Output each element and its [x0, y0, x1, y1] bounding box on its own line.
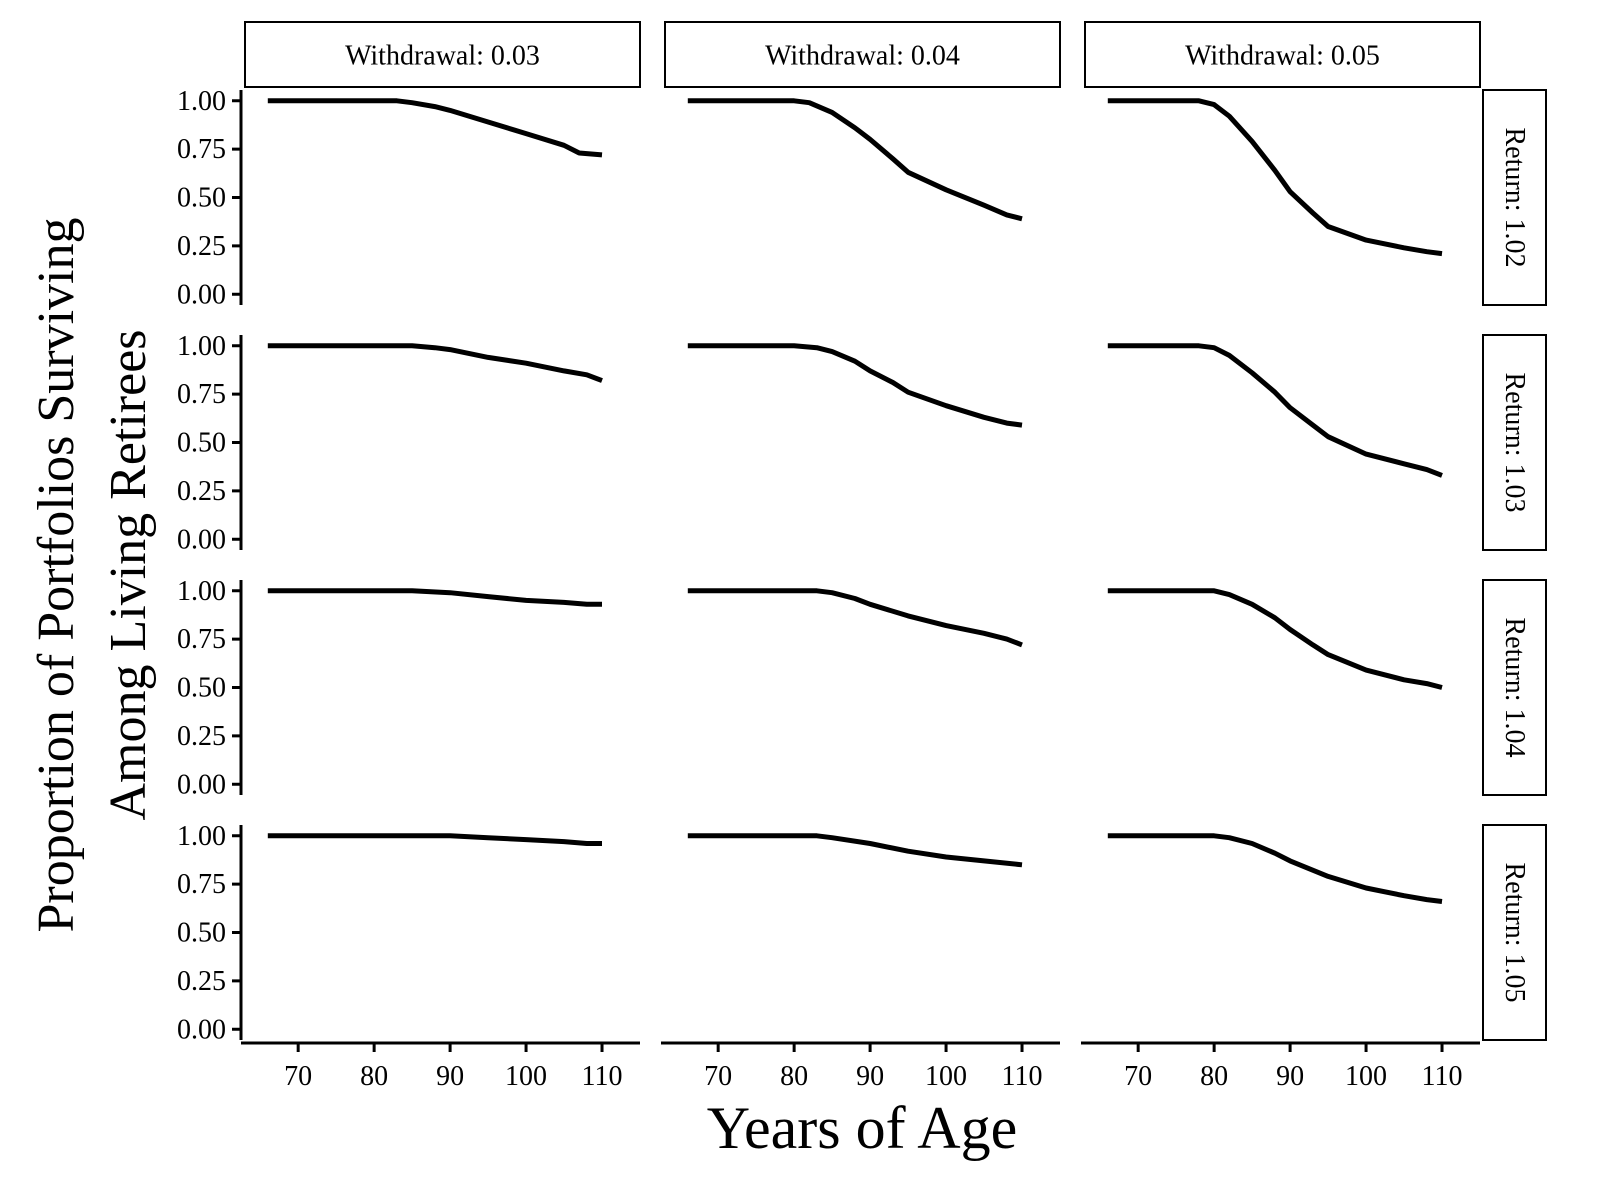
x-tick-label: 90 [1276, 1061, 1304, 1092]
survival-line-r2-c1 [687, 588, 1023, 648]
row-strip-1 [1482, 334, 1547, 551]
x-tick-label: 80 [360, 1061, 388, 1092]
y-tick-label: 0.75 [177, 134, 226, 165]
row-strip-0 [1482, 89, 1547, 306]
survival-line-r0-c2 [1107, 98, 1443, 257]
column-strip-0 [244, 21, 641, 88]
x-tick-label: 70 [284, 1061, 312, 1092]
x-tick-label: 70 [704, 1061, 732, 1092]
row-strip-2 [1482, 579, 1547, 796]
y-tick-label: 1.00 [177, 86, 226, 117]
column-strip-label: Withdrawal: 0.05 [1185, 41, 1380, 72]
y-tick-label: 1.00 [177, 576, 226, 607]
survival-line-r0-c0 [267, 98, 603, 158]
y-axis-title-line-2: Among Living Retirees [100, 329, 157, 820]
y-tick-label: 0.75 [177, 379, 226, 410]
x-axis-title: Years of Age [707, 1095, 1018, 1161]
x-tick-label: 70 [1124, 1061, 1152, 1092]
column-strip-label: Withdrawal: 0.04 [765, 41, 960, 72]
column-strip-1 [664, 21, 1061, 88]
y-tick-label: 0.00 [177, 1014, 226, 1045]
y-tick-label: 0.75 [177, 869, 226, 900]
x-tick-label: 100 [505, 1061, 547, 1092]
x-tick-label: 110 [582, 1061, 623, 1092]
survival-line-r3-c0 [267, 833, 602, 846]
y-tick-label: 0.00 [177, 769, 226, 800]
survival-line-r2-c2 [1107, 588, 1443, 690]
y-tick-label: 0.00 [177, 279, 226, 310]
survival-line-r1-c2 [1107, 343, 1443, 478]
x-tick-label: 90 [436, 1061, 464, 1092]
row-strip-label: Return: 1.04 [1499, 618, 1530, 758]
y-tick-label: 0.25 [177, 231, 226, 262]
y-tick-label: 0.25 [177, 966, 226, 997]
y-tick-label: 0.00 [177, 524, 226, 555]
x-tick-label: 100 [925, 1061, 967, 1092]
x-tick-label: 100 [1345, 1061, 1387, 1092]
y-tick-label: 1.00 [177, 331, 226, 362]
row-strip-label: Return: 1.03 [1499, 373, 1530, 513]
x-tick-label: 90 [856, 1061, 884, 1092]
survival-line-r3-c2 [1107, 833, 1443, 904]
survival-line-r1-c1 [687, 343, 1023, 428]
y-tick-label: 0.25 [177, 476, 226, 507]
survival-line-r1-c0 [267, 343, 603, 383]
survival-line-r3-c1 [687, 833, 1023, 868]
x-tick-label: 110 [1422, 1061, 1463, 1092]
x-tick-label: 80 [780, 1061, 808, 1092]
y-tick-label: 0.75 [177, 624, 226, 655]
survival-line-r0-c1 [687, 98, 1023, 222]
x-tick-label: 110 [1002, 1061, 1043, 1092]
y-tick-label: 0.50 [177, 428, 226, 459]
x-tick-label: 80 [1200, 1061, 1228, 1092]
y-tick-label: 0.50 [177, 918, 226, 949]
column-strip-label: Withdrawal: 0.03 [345, 41, 540, 72]
y-tick-label: 1.00 [177, 821, 226, 852]
survival-line-r2-c0 [267, 588, 602, 607]
row-strip-label: Return: 1.02 [1499, 128, 1530, 268]
y-tick-label: 0.25 [177, 721, 226, 752]
column-strip-2 [1084, 21, 1481, 88]
y-tick-label: 0.50 [177, 183, 226, 214]
y-axis-title-line-1: Proportion of Portfolios Surviving [28, 217, 85, 932]
row-strip-3 [1482, 824, 1547, 1041]
y-tick-label: 0.50 [177, 673, 226, 704]
row-strip-label: Return: 1.05 [1499, 863, 1530, 1003]
